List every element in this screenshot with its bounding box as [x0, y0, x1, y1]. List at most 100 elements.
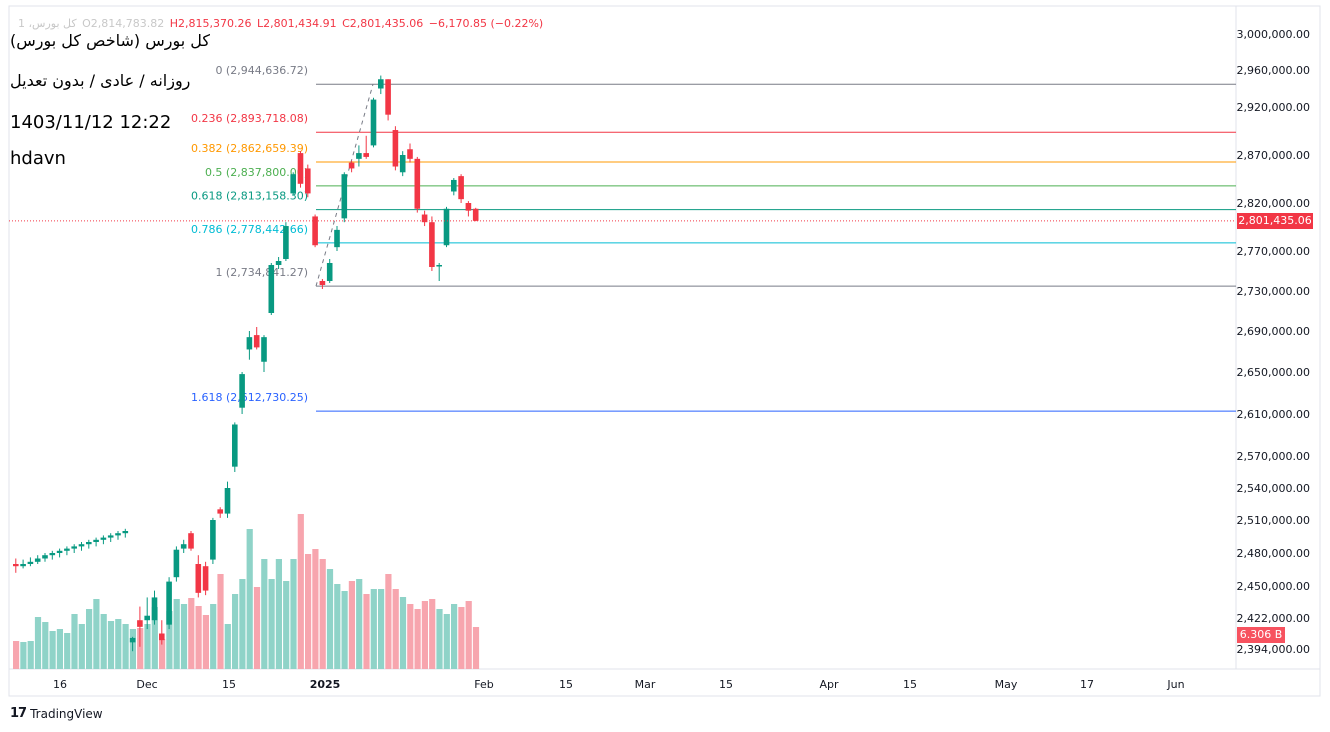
volume-bar — [378, 589, 385, 669]
y-tick-label: 2,422,000.00 — [1237, 612, 1310, 625]
last-price-tag: 2,801,435.06 — [1237, 212, 1313, 229]
candle-body — [144, 615, 150, 621]
candle-body — [202, 566, 209, 591]
volume-bar — [159, 639, 166, 669]
volume-bar — [414, 609, 421, 669]
candle-body — [451, 179, 457, 192]
candle-body — [115, 533, 121, 536]
candle-body — [378, 79, 384, 89]
candle-body — [232, 424, 238, 467]
candle-body — [385, 79, 391, 115]
candle-body — [166, 581, 172, 625]
volume-bar — [224, 624, 231, 669]
volume-bar — [34, 617, 42, 669]
volume-bar — [429, 599, 436, 669]
candle-body — [283, 226, 289, 259]
volume-bar — [86, 609, 93, 669]
volume-bar — [42, 622, 49, 669]
low-value: L2,801,434.91 — [257, 17, 337, 30]
volume-bar — [64, 633, 71, 669]
x-tick-label: 17 — [1080, 678, 1094, 691]
candle-body — [363, 153, 369, 157]
candle-body — [465, 203, 472, 211]
volume-bar — [356, 579, 363, 669]
candle-body — [414, 158, 421, 209]
candle-body — [49, 553, 56, 556]
volume-bar — [363, 594, 370, 669]
datetime-text: 1403/11/12 12:22 — [10, 112, 172, 133]
candle-body — [341, 174, 348, 219]
y-tick-label: 2,960,000.00 — [1237, 64, 1310, 77]
volume-bar — [122, 624, 129, 669]
y-tick-label: 2,540,000.00 — [1237, 482, 1310, 495]
price-axis[interactable]: 3,000,000.00 2,960,000.00 2,920,000.00 2,87… — [1237, 28, 1310, 656]
volume-bar — [312, 549, 319, 669]
tradingview-logo-icon: 17 — [10, 706, 27, 721]
candle-body — [421, 214, 428, 223]
x-tick-label: Jun — [1166, 678, 1184, 691]
candle-body — [210, 520, 216, 560]
y-tick-label: 2,820,000.00 — [1237, 197, 1310, 210]
index-title: کل بورس (شاخص کل بورس) — [10, 31, 211, 50]
candle-body — [370, 99, 377, 146]
volume-bar — [421, 601, 428, 669]
volume-bar — [115, 619, 122, 669]
volume-bar — [472, 627, 480, 669]
x-tick-label: 15 — [559, 678, 573, 691]
volume-bar — [195, 606, 202, 669]
candle-body — [78, 544, 85, 547]
plot-frame — [8, 5, 1321, 697]
x-tick-label: Dec — [136, 678, 157, 691]
x-tick-label: May — [995, 678, 1018, 691]
volume-bar — [297, 514, 304, 669]
tradingview-logo[interactable]: 17 TradingView — [10, 706, 103, 721]
candle-body — [56, 550, 63, 553]
y-tick-label: 2,510,000.00 — [1237, 514, 1310, 527]
volume-bar — [107, 621, 115, 669]
fib-level-label: 0.5 (2,837,800.00) — [205, 166, 308, 179]
fibonacci-retracement[interactable]: 0 (2,944,636.72) 0.236 (2,893,718.08) 0.38… — [191, 64, 1236, 412]
x-tick-label: 15 — [903, 678, 917, 691]
volume-bar — [20, 642, 27, 669]
volume-bar — [166, 611, 173, 669]
volume-bar — [49, 631, 56, 669]
x-tick-label: Apr — [819, 678, 839, 691]
symbol-label[interactable]: کل بورس، 1 — [18, 17, 77, 30]
candle-body — [334, 229, 340, 248]
fib-level-label: 0.786 (2,778,442.66) — [191, 223, 308, 236]
x-tick-label: 15 — [719, 678, 733, 691]
candle-body — [27, 561, 34, 564]
candle-body — [217, 509, 223, 514]
change-value: −6,170.85 (−0.22%) — [428, 17, 544, 30]
time-axis[interactable]: 16 Dec 15 2025 Feb 15 Mar 15 Apr 15 May 17 Jun — [53, 678, 1185, 691]
volume-bar — [144, 624, 151, 669]
candles — [9, 75, 1236, 652]
candle-body — [239, 374, 245, 408]
candle-body — [472, 208, 479, 221]
y-tick-label: 2,450,000.00 — [1237, 580, 1310, 593]
candle-body — [348, 162, 355, 169]
candle-body — [326, 263, 333, 281]
fib-level-label: 0.618 (2,813,158.30) — [191, 190, 308, 203]
candle-body — [42, 555, 48, 559]
volume-bar — [275, 559, 282, 669]
volume-bar — [27, 641, 34, 669]
candle-body — [86, 542, 92, 545]
author-text: hdavn — [10, 148, 66, 169]
candle-body — [188, 533, 194, 549]
volume-bar — [305, 554, 312, 669]
candle-body — [275, 261, 282, 265]
candle-body — [20, 564, 26, 567]
candle-body — [34, 558, 41, 562]
candle-body — [312, 216, 318, 246]
candle-body — [246, 337, 253, 350]
volume-bar — [458, 607, 465, 669]
x-tick-label: 2025 — [310, 678, 341, 691]
candle-body — [429, 222, 435, 267]
volume-bar — [173, 599, 180, 669]
volume-bar — [261, 559, 268, 669]
fib-level-label: 0.382 (2,862,659.39) — [191, 142, 308, 155]
candle-body — [122, 531, 129, 534]
volume-bar — [436, 609, 443, 669]
